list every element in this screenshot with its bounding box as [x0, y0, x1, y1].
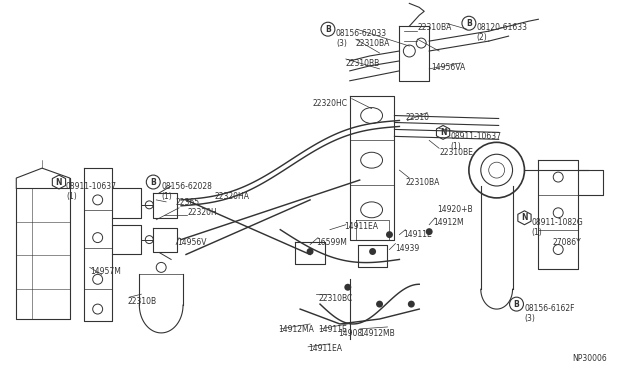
Text: (2): (2) [477, 33, 488, 42]
Text: 27086Y: 27086Y [552, 238, 581, 247]
Text: N: N [521, 213, 528, 222]
Text: 14939: 14939 [396, 244, 420, 253]
Text: N: N [56, 177, 62, 186]
Text: 22310: 22310 [405, 113, 429, 122]
Text: 22310B: 22310B [127, 297, 157, 306]
Text: (1): (1) [450, 142, 461, 151]
Text: NP30006: NP30006 [572, 354, 607, 363]
Circle shape [307, 248, 314, 255]
Text: 08156-62033: 08156-62033 [336, 29, 387, 38]
Text: B: B [325, 25, 331, 34]
Text: 22320HC: 22320HC [312, 99, 347, 108]
Text: 16599M: 16599M [316, 238, 347, 247]
Text: 14911E: 14911E [403, 230, 432, 239]
Text: 22310BB: 22310BB [346, 59, 380, 68]
Circle shape [426, 228, 433, 235]
Text: 14920+B: 14920+B [437, 205, 473, 214]
Text: 22320H: 22320H [187, 208, 217, 217]
Circle shape [376, 301, 383, 308]
Circle shape [386, 231, 393, 238]
Text: 08911-10637: 08911-10637 [66, 182, 117, 191]
Text: (1): (1) [161, 192, 172, 201]
Text: 14956V: 14956V [177, 238, 207, 247]
Text: 14957M: 14957M [90, 267, 120, 276]
Text: 08911-10637: 08911-10637 [450, 132, 501, 141]
Text: B: B [150, 177, 156, 186]
Text: B: B [514, 299, 520, 309]
Text: 14911E: 14911E [318, 325, 347, 334]
Circle shape [344, 284, 351, 291]
Text: N: N [440, 128, 446, 137]
Text: 14912MB: 14912MB [360, 329, 396, 338]
Text: 14908: 14908 [338, 329, 362, 338]
Text: 22310BA: 22310BA [405, 178, 440, 187]
Text: 22310BC: 22310BC [318, 294, 352, 303]
Text: 22310BE: 22310BE [439, 148, 473, 157]
Text: 08156-6162F: 08156-6162F [524, 304, 575, 313]
Text: 22320HA: 22320HA [215, 192, 250, 201]
Text: 14912M: 14912M [433, 218, 464, 227]
Circle shape [408, 301, 415, 308]
Text: 14911EA: 14911EA [344, 222, 378, 231]
Text: (3): (3) [524, 314, 535, 323]
Circle shape [369, 248, 376, 255]
Text: (1): (1) [66, 192, 77, 201]
Text: 14956VA: 14956VA [431, 63, 465, 72]
Text: 22310BA: 22310BA [356, 39, 390, 48]
Text: 08120-61633: 08120-61633 [477, 23, 528, 32]
Text: (1): (1) [531, 228, 542, 237]
Text: 08911-1082G: 08911-1082G [531, 218, 583, 227]
Text: 22310BA: 22310BA [417, 23, 452, 32]
Text: 22365: 22365 [175, 198, 199, 207]
Text: 14911EA: 14911EA [308, 344, 342, 353]
Text: 08156-62028: 08156-62028 [161, 182, 212, 191]
Text: B: B [466, 19, 472, 28]
Text: (3): (3) [336, 39, 347, 48]
Text: 14912MA: 14912MA [278, 325, 314, 334]
